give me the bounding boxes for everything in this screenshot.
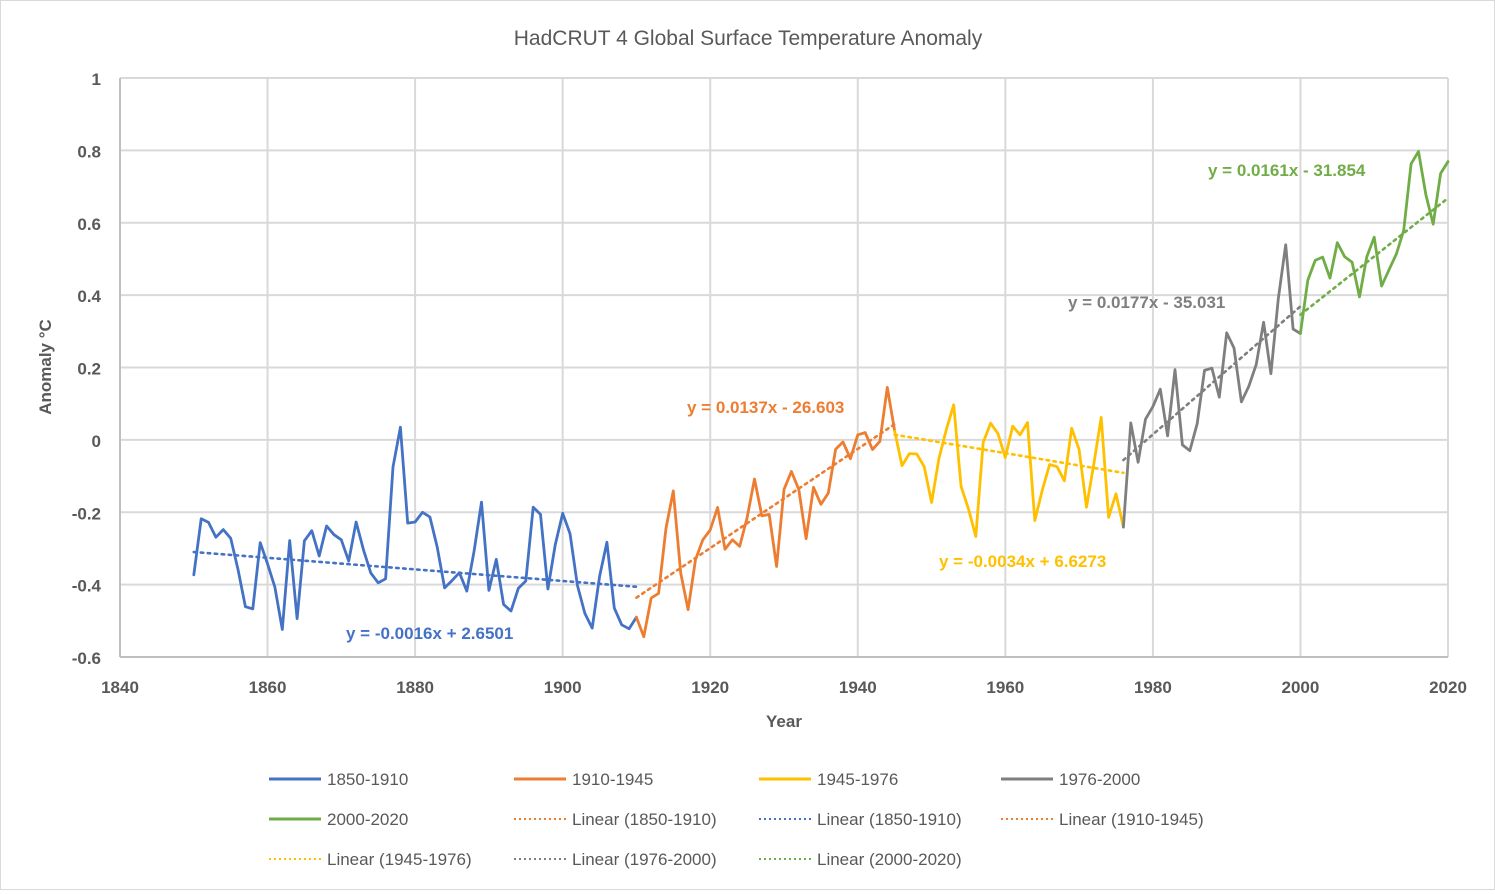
y-tick-label: -0.2 [72,504,101,523]
x-tick-label: 1840 [101,678,139,697]
x-tick-label: 1900 [544,678,582,697]
x-tick-label: 2000 [1282,678,1320,697]
legend-item: Linear (1910-1945) [1001,810,1204,829]
y-axis-title: Anomaly °C [36,319,55,415]
trendline-equation-label: y = 0.0177x - 35.031 [1068,293,1225,312]
legend-item: Linear (1850-1910) [759,810,962,829]
legend-label: Linear (1976-2000) [572,850,717,869]
trendline-equation-label: y = 0.0161x - 31.854 [1208,161,1366,180]
trendline-equations: y = -0.0016x + 2.6501 y = 0.0137x - 26.60… [346,161,1366,643]
legend-label: 1850-1910 [327,770,408,789]
legend-item: Linear (1850-1910) [514,810,717,829]
y-tick-label: 1 [92,70,101,89]
trendline-equation-label: y = -0.0016x + 2.6501 [346,624,513,643]
legend-label: 1976-2000 [1059,770,1140,789]
x-tick-label: 1980 [1134,678,1172,697]
trendline [1122,305,1302,462]
x-tick-label: 1960 [986,678,1024,697]
legend-label: 1910-1945 [572,770,653,789]
legend-item: 1850-1910 [269,770,408,789]
chart-title: HadCRUT 4 Global Surface Temperature Ano… [514,27,983,50]
trendline [893,433,1125,475]
y-tick-label: 0.6 [77,215,101,234]
x-tick-label: 1920 [691,678,729,697]
legend-label: 2000-2020 [327,810,408,829]
legend-item: 1976-2000 [1001,770,1140,789]
series-line [192,425,638,631]
series-lines [192,150,1450,639]
legend-item: Linear (2000-2020) [759,850,962,869]
x-tick-label: 1880 [396,678,434,697]
x-tick-label: 2020 [1429,678,1467,697]
trendline-equation-label: y = 0.0137x - 26.603 [687,398,844,417]
trendline-equation-label: y = -0.0034x + 6.6273 [939,552,1106,571]
series-line [635,385,897,639]
gridlines [120,77,1449,657]
legend-label: Linear (1945-1976) [327,850,472,869]
legend-item: 1945-1976 [759,770,898,789]
y-tick-label: -0.6 [72,649,101,668]
x-tick-label: 1940 [839,678,877,697]
y-tick-label: 0.2 [77,360,101,379]
legend-item: 1910-1945 [514,770,653,789]
series-line [893,403,1125,538]
series-line [1299,150,1450,335]
legend: 1850-1910 1910-1945 1945-1976 1976-2000 2000… [269,770,1204,869]
legend-label: Linear (1850-1910) [572,810,717,829]
axes: -0.6 -0.4 -0.2 0 0.2 0.4 0.6 0.8 1 1840 1860 1880 19… [72,70,1467,697]
trendline [192,550,638,589]
y-tick-label: 0.8 [77,142,101,161]
y-tick-label: 0.4 [77,287,101,306]
legend-item: Linear (1976-2000) [514,850,717,869]
series-line [1122,243,1302,529]
x-tick-label: 1860 [249,678,287,697]
legend-label: 1945-1976 [817,770,898,789]
y-tick-label: 0 [92,432,101,451]
legend-label: Linear (1910-1945) [1059,810,1204,829]
legend-item: Linear (1945-1976) [269,850,472,869]
legend-item: 2000-2020 [269,810,408,829]
y-tick-label: -0.4 [72,577,102,596]
legend-label: Linear (2000-2020) [817,850,962,869]
x-axis-title: Year [766,712,802,731]
legend-label: Linear (1850-1910) [817,810,962,829]
trendline [1299,196,1450,316]
